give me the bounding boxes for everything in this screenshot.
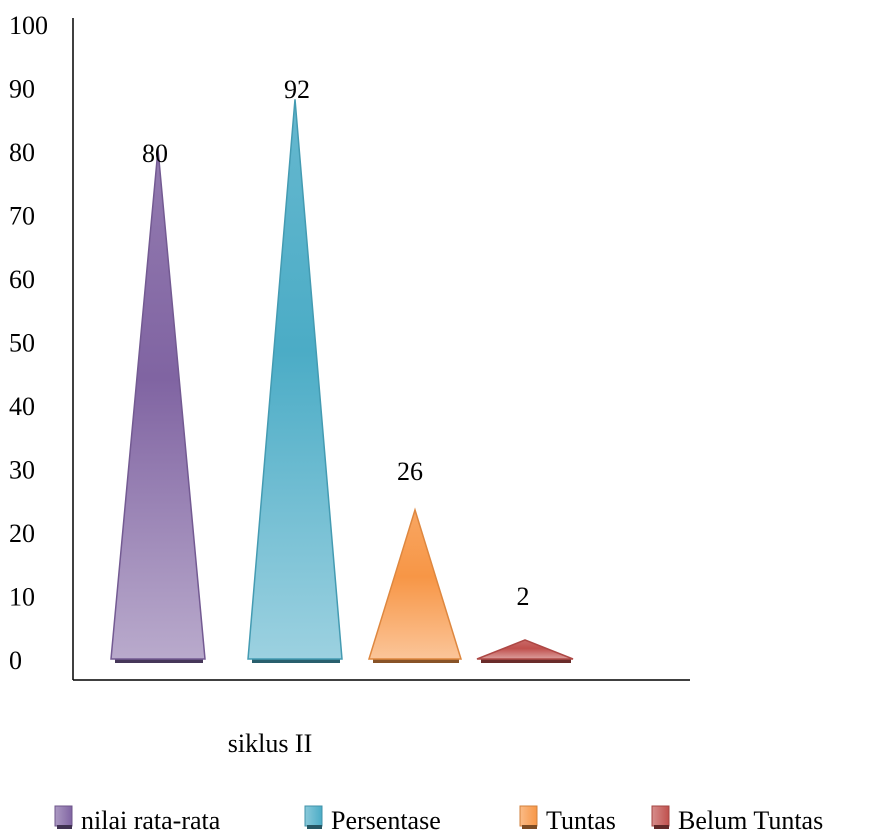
y-tick-label: 80 (9, 138, 35, 167)
y-tick-label: 30 (9, 456, 35, 485)
y-tick-label: 40 (9, 392, 35, 421)
y-tick-label: 50 (9, 329, 35, 358)
data-label: 80 (142, 139, 168, 168)
legend-label: Tuntas (546, 806, 616, 835)
x-category-label: siklus II (228, 729, 313, 758)
labels-layer: 0 10 20 30 40 50 60 70 80 90 100 80 92 26 2 siklus II (9, 11, 530, 758)
legend-swatch-shadow (654, 825, 669, 829)
legend-swatch-shadow (522, 825, 537, 829)
bar-persentase (247, 99, 343, 660)
legend-swatch-shadow (57, 825, 72, 829)
y-tick-label: 20 (9, 519, 35, 548)
data-label: 92 (284, 75, 310, 104)
legend-swatch (519, 805, 538, 827)
bar-tuntas (367, 507, 463, 660)
bar-belum-tuntas (476, 639, 574, 660)
legend: nilai rata-rata Persentase Tuntas Belum Tun… (54, 805, 823, 835)
bar-nilai-rata-rata (110, 149, 206, 660)
legend-swatch-shadow (307, 825, 322, 829)
y-tick-label: 60 (9, 265, 35, 294)
bar-base-shadow (481, 659, 571, 663)
axes-layer (72, 18, 690, 681)
legend-swatch (651, 805, 670, 827)
bar-base-shadow (252, 659, 340, 663)
data-label: 2 (517, 582, 530, 611)
data-label: 26 (397, 457, 423, 486)
y-tick-label: 70 (9, 202, 35, 231)
legend-label: nilai rata-rata (81, 806, 221, 835)
legend-swatch (54, 805, 73, 827)
y-tick-label: 100 (9, 11, 48, 40)
bar-base-shadow (115, 659, 203, 663)
legend-swatch (304, 805, 323, 827)
legend-label: Persentase (331, 806, 441, 835)
y-tick-label: 90 (9, 75, 35, 104)
y-tick-label: 0 (9, 646, 22, 675)
legend-label: Belum Tuntas (678, 806, 823, 835)
bars-layer (110, 99, 574, 663)
y-tick-label: 10 (9, 583, 35, 612)
bar-base-shadow (373, 659, 459, 663)
